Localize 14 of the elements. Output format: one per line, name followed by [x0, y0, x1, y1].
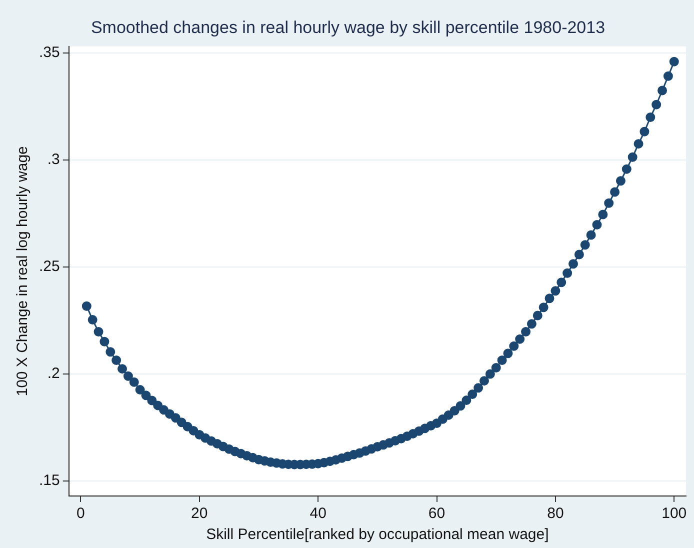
x-tick-label: 0: [76, 505, 85, 522]
chart-title: Smoothed changes in real hourly wage by skill percentile 1980-2013: [90, 18, 606, 37]
y-tick-label: .3: [47, 151, 60, 168]
y-tick-label: .35: [38, 44, 60, 61]
y-tick-label: .15: [38, 472, 60, 490]
y-axis-title: 100 X Change in real log hourly wage: [14, 146, 32, 396]
y-tick-label: .2: [47, 365, 60, 382]
x-tick-label: 100: [662, 505, 687, 522]
x-tick-label: 60: [428, 505, 446, 522]
x-tick-label: 20: [191, 505, 208, 522]
x-tick-label: 80: [547, 505, 564, 522]
x-axis-title: Skill Percentile[ranked by occupational mean wage]: [206, 526, 549, 544]
y-tick-label: .25: [38, 258, 60, 276]
x-tick-label: 40: [310, 505, 326, 522]
